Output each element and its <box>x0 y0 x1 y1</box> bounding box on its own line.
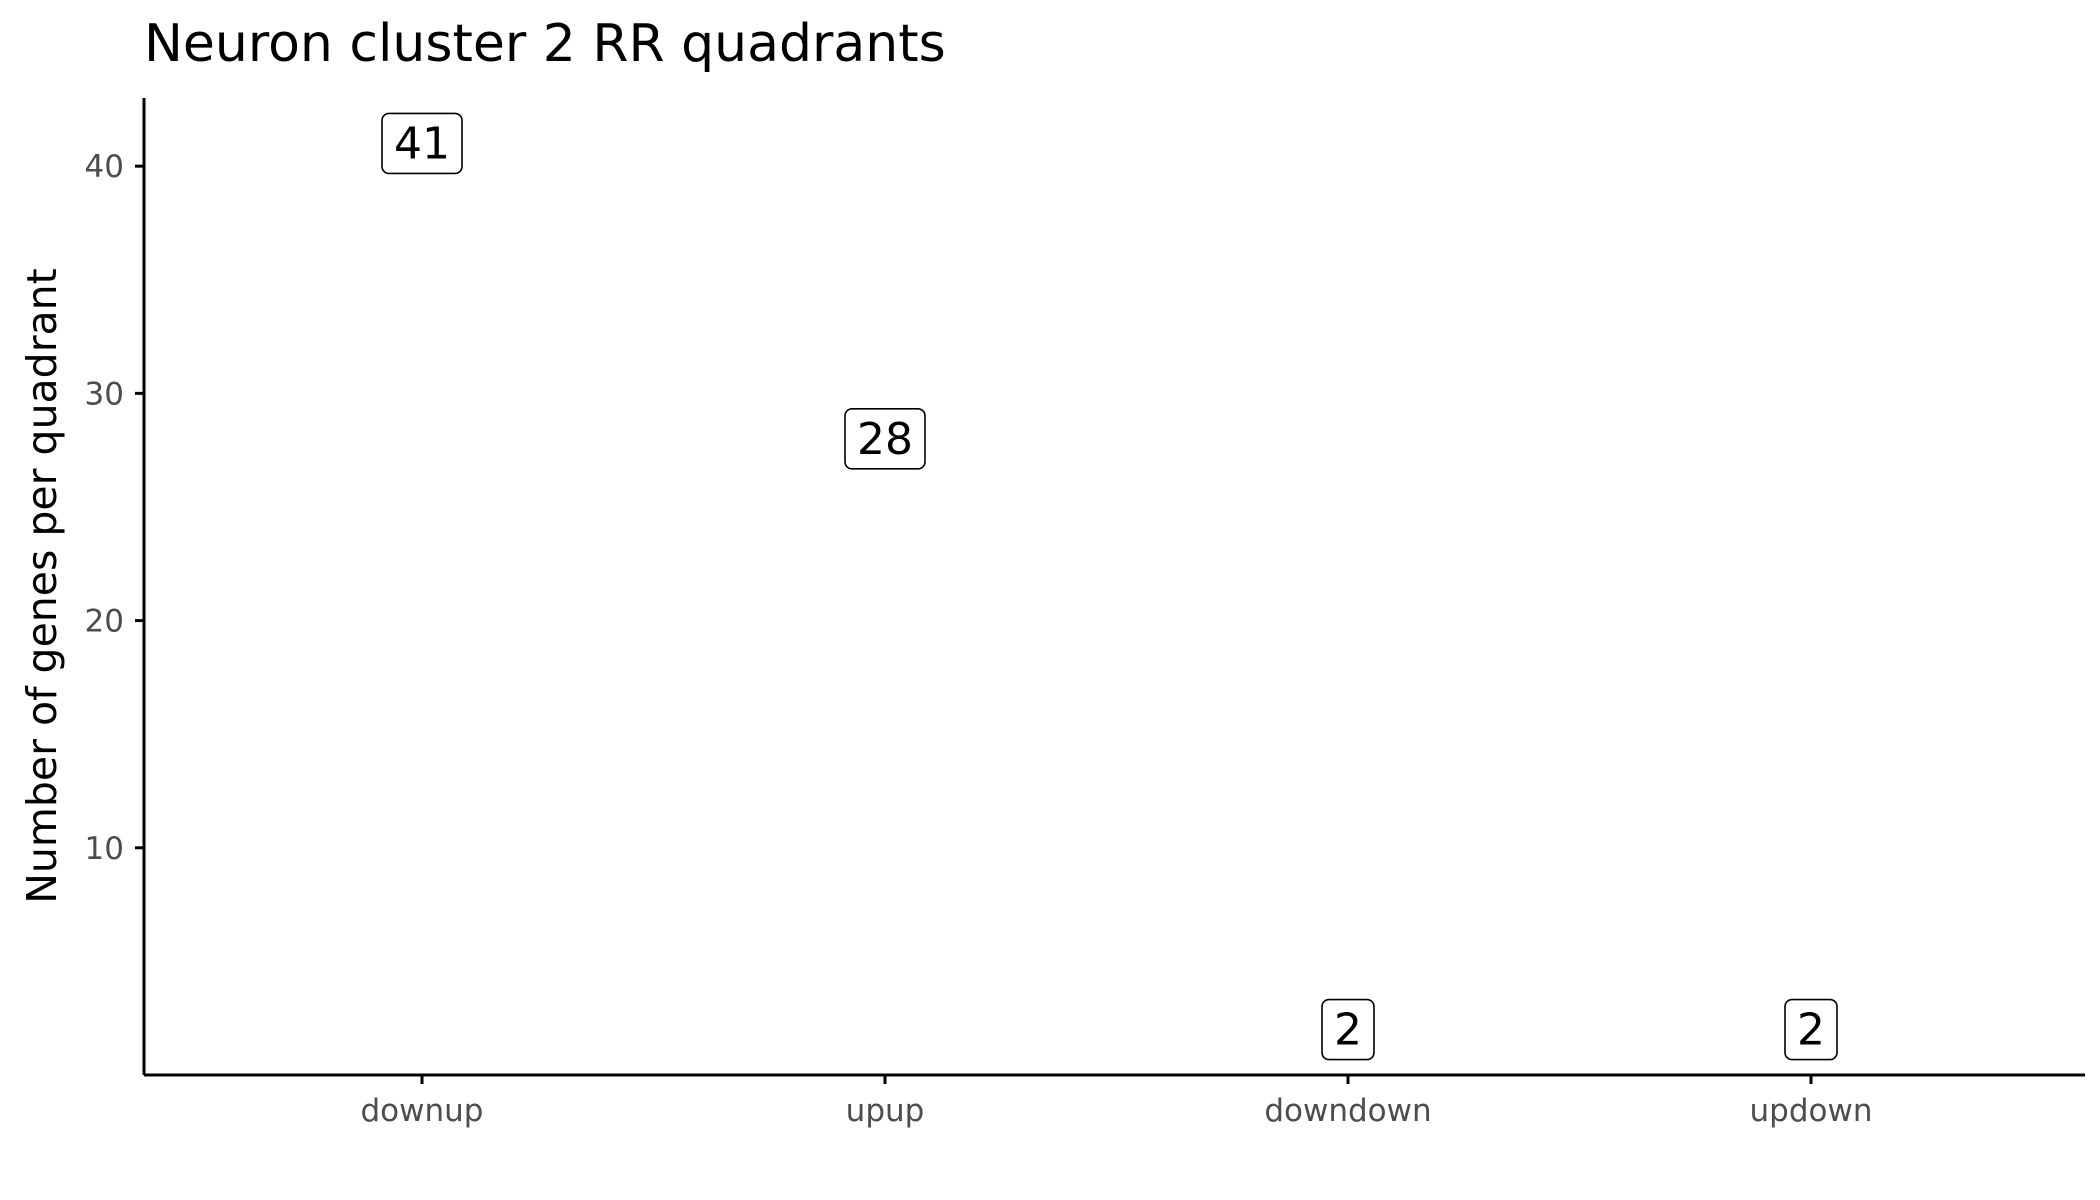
y-axis-ticks: 10 20 30 40 <box>85 149 144 867</box>
data-label-box <box>1784 998 1838 1061</box>
y-axis-title: Number of genes per quadrant <box>18 268 66 903</box>
y-tick-label: 40 <box>85 149 124 185</box>
x-tick-label: updown <box>1750 1093 1873 1129</box>
x-tick-label: upup <box>846 1093 925 1129</box>
data-label-box <box>381 112 463 175</box>
x-tick-label: downup <box>361 1093 484 1129</box>
x-axis-ticks: downup upup downdown updown <box>361 1075 1873 1129</box>
data-label: 41 <box>394 118 450 169</box>
data-label-box <box>844 408 926 470</box>
data-point: 2 <box>1321 998 1375 1061</box>
y-tick-label: 30 <box>85 376 124 412</box>
data-point: 2 <box>1784 998 1838 1061</box>
data-label-box <box>1321 998 1375 1061</box>
y-tick-label: 10 <box>85 831 124 867</box>
y-tick-label: 20 <box>85 604 124 640</box>
data-label: 2 <box>1797 1005 1825 1056</box>
data-labels: 41 28 2 2 <box>381 112 1838 1061</box>
data-label: 28 <box>857 414 913 465</box>
data-point: 28 <box>844 408 926 470</box>
x-tick-label: downdown <box>1264 1093 1431 1129</box>
data-label: 2 <box>1334 1005 1362 1056</box>
data-point: 41 <box>381 112 463 175</box>
chart-title: Neuron cluster 2 RR quadrants <box>144 14 946 74</box>
